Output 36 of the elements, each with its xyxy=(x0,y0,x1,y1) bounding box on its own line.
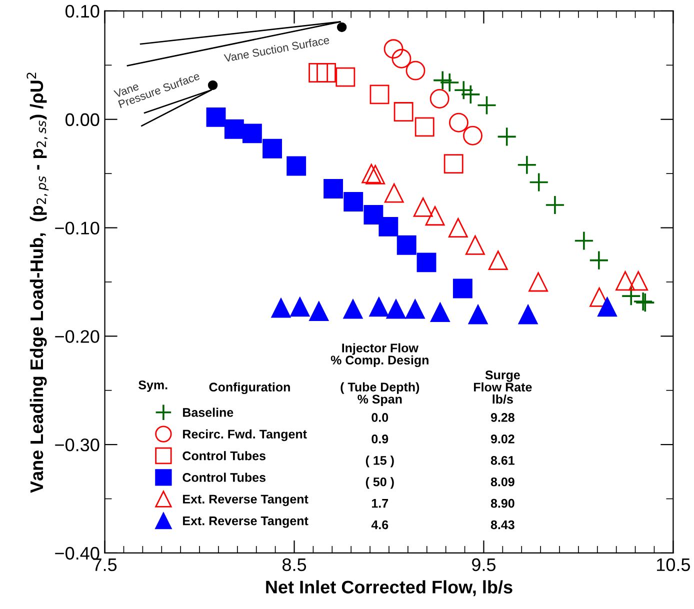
annotation: 1.7 xyxy=(372,499,388,508)
y-tick-label: 0.10 xyxy=(66,4,100,18)
annotation: ( Tube Depth) % Span xyxy=(340,382,420,406)
x-axis-title: Net Inlet Corrected Flow, lb/s xyxy=(266,580,512,596)
annotation: 4.6 xyxy=(371,520,388,530)
legend-label: Ext. Reverse Tangent xyxy=(183,516,308,528)
legend-label: Ext. Reverse Tangent xyxy=(183,494,308,506)
legend-label: Control Tubes xyxy=(182,451,266,460)
annotation: 8.43 xyxy=(490,520,514,530)
annotation: ( 50 ) xyxy=(366,477,394,489)
annotation: Surge Flow Rate lb/s xyxy=(474,370,532,404)
annotation: 0.0 xyxy=(372,413,388,422)
annotation: Vane Suction Surface xyxy=(224,36,330,62)
y-tick-label: −0.20 xyxy=(55,330,100,343)
y-tick-label: −0.10 xyxy=(55,222,100,234)
annotation: 9.28 xyxy=(490,413,514,422)
annotation: Injector Flow % Comp. Design xyxy=(330,343,428,368)
legend-label: Recirc. Fwd. Tangent xyxy=(183,429,307,442)
annotation: 8.61 xyxy=(490,456,514,465)
x-tick-label: 9.5 xyxy=(472,558,496,572)
y-tick-label: 0.00 xyxy=(66,113,100,126)
x-tick-label: 10.5 xyxy=(656,558,690,572)
legend-label: Control Tubes xyxy=(182,472,266,482)
x-tick-label: 7.5 xyxy=(93,558,117,572)
y-tick-label: −0.40 xyxy=(55,546,100,560)
y-tick-label: −0.30 xyxy=(55,438,100,452)
annotation: 8.09 xyxy=(490,477,514,486)
x-tick-label: 8.5 xyxy=(282,558,306,572)
annotation: 0.9 xyxy=(372,434,388,444)
annotation: 9.02 xyxy=(490,434,514,444)
annotation: Configuration xyxy=(209,382,290,394)
legend-label: Baseline xyxy=(183,408,234,417)
y-axis-title: Vane Leading Edge Load-Hub, (p$_{2,ps}$ - p$_{2,ss}$) /ρU$^{2}$ xyxy=(26,72,49,493)
annotation: 8.90 xyxy=(490,498,514,508)
annotation: Sym. xyxy=(138,380,168,392)
annotation: ( 15 ) xyxy=(366,456,394,468)
